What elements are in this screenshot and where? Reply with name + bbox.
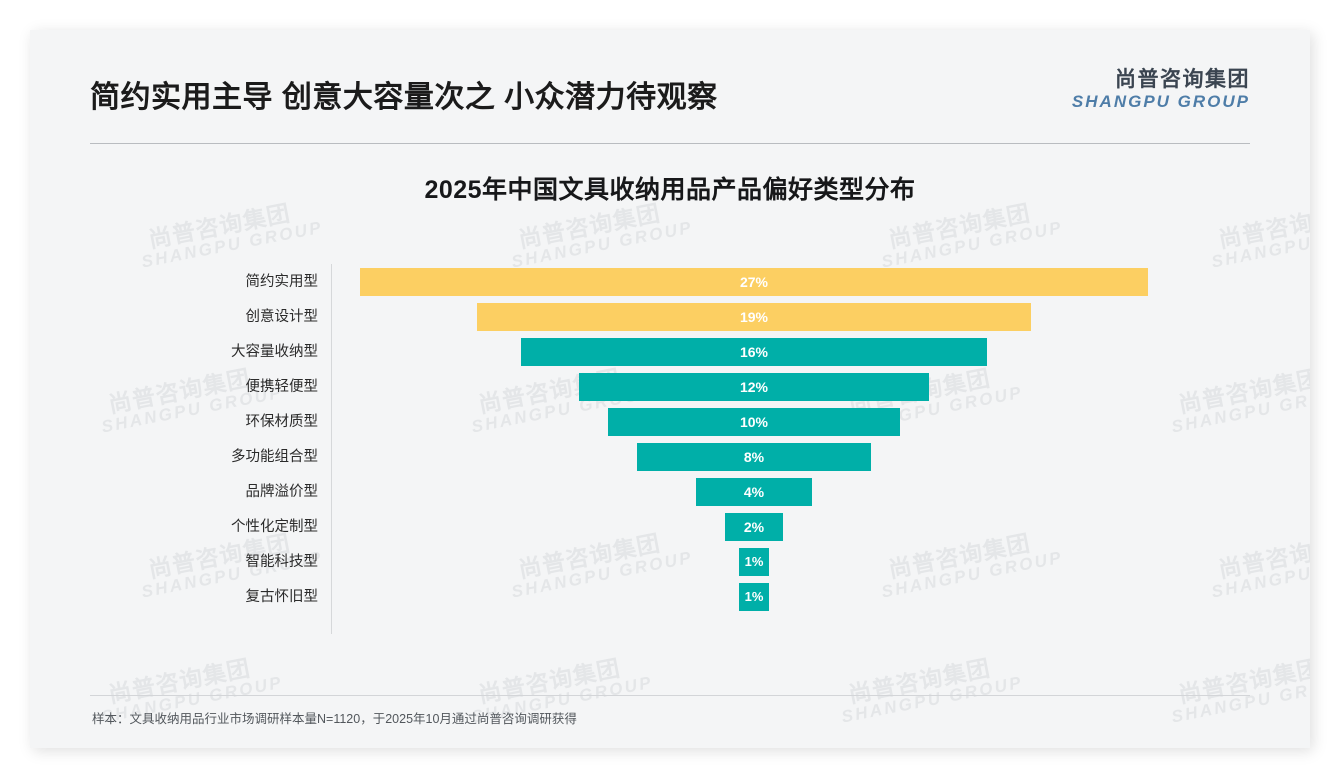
- sample-footnote: 样本：文具收纳用品行业市场调研样本量N=1120，于2025年10月通过尚普咨询…: [92, 712, 577, 726]
- bar-segment[interactable]: 16%: [520, 338, 988, 366]
- chart-row: 智能科技型 1%: [60, 548, 1280, 576]
- slide-footer: ©2025.12 SHANGPU GROUP www.shangpu-china…: [30, 718, 1310, 748]
- brand-logo-en: SHANGPU GROUP: [1071, 92, 1250, 112]
- bar-segment[interactable]: 1%: [739, 583, 769, 611]
- bar-segment[interactable]: 27%: [360, 268, 1148, 296]
- watermark-cn: 尚普咨询集团: [476, 654, 623, 708]
- category-label: 多功能组合型: [231, 449, 318, 465]
- category-label: 复古怀旧型: [245, 589, 319, 605]
- category-label: 品牌溢价型: [245, 484, 319, 500]
- watermark-cn: 尚普咨询集团: [1176, 654, 1310, 708]
- slide-header: 简约实用主导 创意大容量次之 小众潜力待观察 尚普咨询集团 SHANGPU GR…: [90, 60, 1250, 140]
- bar-segment[interactable]: 10%: [608, 408, 900, 436]
- bar-segment[interactable]: 12%: [578, 373, 930, 401]
- header-divider: [90, 143, 1250, 144]
- chart-row: 复古怀旧型 1%: [60, 583, 1280, 611]
- chart-row: 创意设计型 19%: [60, 303, 1280, 331]
- chart-row: 大容量收纳型 16%: [60, 338, 1280, 366]
- chart-row: 便携轻便型 12%: [60, 373, 1280, 401]
- watermark-cn: 尚普咨询集团: [106, 654, 253, 708]
- bar-segment[interactable]: 19%: [476, 303, 1032, 331]
- page-title: 简约实用主导 创意大容量次之 小众潜力待观察: [90, 81, 718, 114]
- chart-title: 2025年中国文具收纳用品产品偏好类型分布: [424, 176, 916, 204]
- category-label: 大容量收纳型: [231, 344, 318, 360]
- funnel-bar-chart: 简约实用型 27% 创意设计型 19% 大容量收纳型 16% 便携轻便型 12% 环保材质型 10…: [60, 260, 1280, 660]
- category-label: 环保材质型: [245, 414, 319, 430]
- bar-segment[interactable]: 8%: [637, 443, 871, 471]
- category-label: 智能科技型: [245, 554, 319, 570]
- bar-segment[interactable]: 4%: [695, 478, 813, 506]
- bar-segment[interactable]: 1%: [739, 548, 769, 576]
- chart-row: 品牌溢价型 4%: [60, 478, 1280, 506]
- category-label: 个性化定制型: [231, 519, 318, 535]
- chart-row: 多功能组合型 8%: [60, 443, 1280, 471]
- category-label: 创意设计型: [245, 309, 319, 325]
- footnote-divider: [90, 695, 1250, 696]
- brand-logo-cn: 尚普咨询集团: [1115, 68, 1250, 91]
- brand-logo: 尚普咨询集团 SHANGPU GROUP: [1072, 68, 1250, 112]
- chart-row: 环保材质型 10%: [60, 408, 1280, 436]
- category-label: 便携轻便型: [245, 379, 319, 395]
- chart-axis-line: [331, 264, 332, 634]
- chart-row: 简约实用型 27%: [60, 268, 1280, 296]
- chart-row: 个性化定制型 2%: [60, 513, 1280, 541]
- watermark-cn: 尚普咨询集团: [846, 654, 993, 708]
- category-label: 简约实用型: [245, 274, 319, 290]
- slide-canvas: 尚普咨询集团 SHANGPU GROUP 尚普咨询集团 SHANGPU GROUP 尚普…: [30, 30, 1310, 748]
- bar-segment[interactable]: 2%: [724, 513, 784, 541]
